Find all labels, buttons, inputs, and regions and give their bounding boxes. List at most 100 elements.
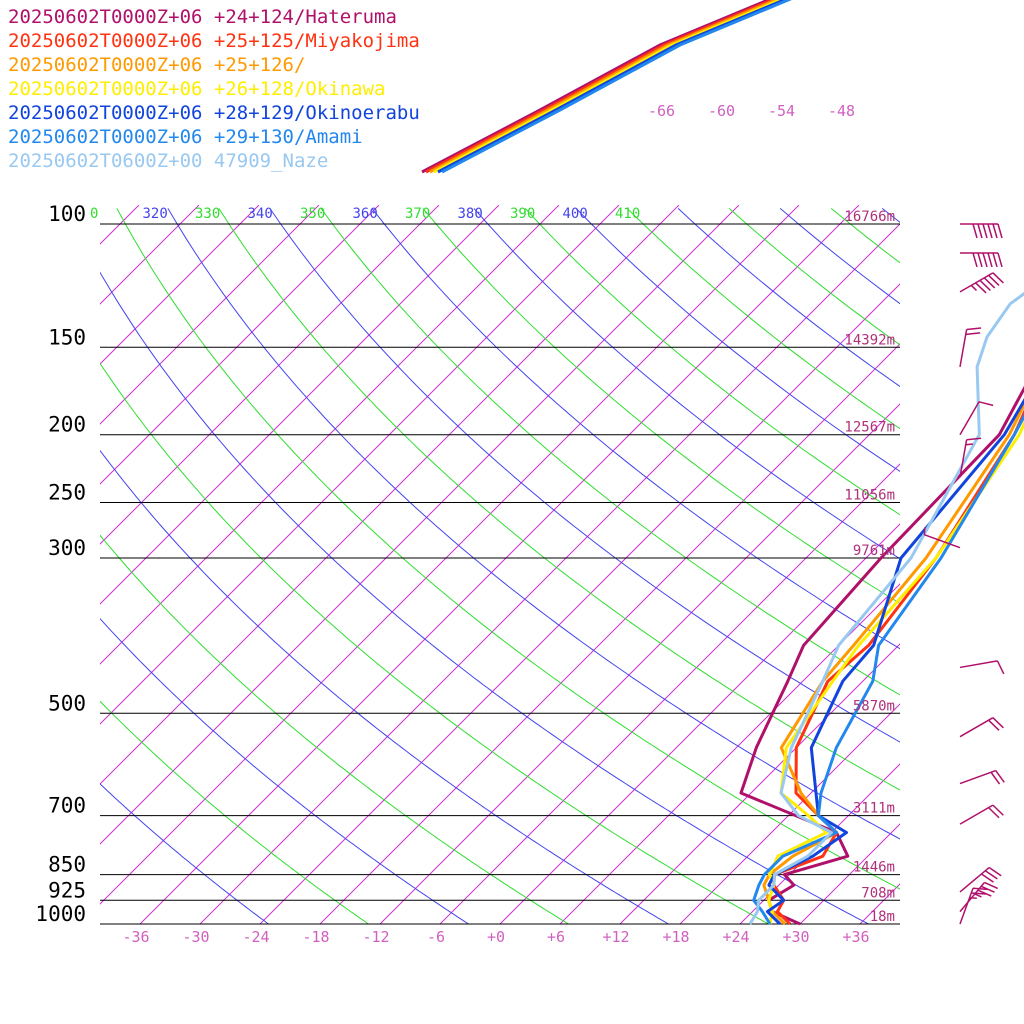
temperature-tick: +18 (662, 928, 689, 946)
isotherm-line (100, 205, 620, 725)
legend: 20250602T0000Z+06 +24+124/Hateruma 202506… (8, 6, 420, 172)
wind-barb (959, 272, 1004, 294)
theta-label: 0 (90, 206, 98, 222)
wind-barb-flag (978, 401, 994, 407)
height-label: 16766m (844, 209, 895, 225)
isotherm-line (100, 205, 260, 365)
series-upper-extension (421, 0, 792, 174)
isotherm-line (139, 205, 860, 925)
wind-barb-flag (983, 277, 996, 289)
isentrope-line (626, 208, 900, 430)
wind-barb-flag (987, 223, 993, 239)
top-tick-label: -54 (768, 102, 795, 120)
wind-barb-staff (924, 533, 961, 549)
wind-barb-flag (988, 866, 1002, 877)
height-label: 3111m (853, 801, 895, 817)
isotherm-line (499, 523, 900, 925)
wind-barb-staff (959, 769, 996, 785)
isotherm-line (100, 205, 680, 785)
isotherm-line (100, 205, 380, 485)
wind-barb-flag (972, 252, 978, 268)
wind-barb-flag (988, 274, 1000, 287)
isotherm-line (739, 763, 900, 925)
series-line (772, 409, 1024, 926)
height-label: 12567m (844, 420, 895, 436)
pressure-label: 850 (48, 853, 86, 877)
wind-barb-flag (977, 889, 992, 897)
wind-barb-flag (966, 327, 982, 331)
legend-entry: 20250602T0000Z+06 +25+126/ (8, 54, 305, 76)
legend-entry: 20250602T0000Z+06 +24+124/Hateruma (8, 6, 397, 28)
wind-barb-staff (959, 717, 994, 738)
top-tick-label: -60 (708, 102, 735, 120)
isentrope-line (524, 208, 900, 516)
series-upper-line (425, 0, 776, 174)
wind-barb-staff (959, 272, 994, 293)
wind-barb-flag (984, 881, 999, 890)
temperature-tick: +36 (842, 928, 869, 946)
wind-barb (960, 252, 1003, 268)
legend-entry: 20250602T0600Z+00 47909_Naze (8, 150, 328, 172)
temperature-tick: -30 (182, 928, 209, 946)
series-upper-line (433, 0, 784, 174)
wind-barb (959, 660, 1005, 675)
isotherm-line (980, 205, 1024, 924)
wind-barb-staff (959, 881, 986, 913)
isotherm-line (100, 205, 800, 905)
wind-barb-flag (977, 223, 983, 239)
temperature-tick: -18 (302, 928, 329, 946)
pressure-label: 500 (48, 691, 86, 715)
series-upper-line (429, 0, 780, 174)
height-label: 5870m (853, 698, 895, 714)
isentrope-line (167, 208, 900, 840)
wind-barb-half-flag (974, 893, 982, 898)
temperature-tick: +30 (782, 928, 809, 946)
wind-barb-flag (995, 770, 1005, 783)
wind-barb-flag (984, 870, 998, 880)
isotherm-line (439, 463, 900, 925)
height-label: 14392m (844, 332, 895, 348)
legend-entry: 20250602T0000Z+06 +26+128/Okinawa (8, 78, 386, 100)
isentrope-line (422, 208, 900, 604)
temperature-tick: -36 (122, 928, 149, 946)
pressure-label: 100 (48, 202, 86, 226)
isotherm-line (100, 205, 500, 605)
series-upper-line (421, 0, 772, 174)
wind-barb-flag (965, 332, 981, 336)
wind-barb (959, 866, 1002, 893)
isotherm-line (100, 205, 560, 665)
temperature-tick: -12 (362, 928, 389, 946)
top-tick-label: -66 (648, 102, 675, 120)
wind-barb-flag (982, 223, 988, 239)
wind-barb-staff (959, 401, 980, 436)
wind-barb (959, 881, 999, 913)
wind-barb (959, 717, 1004, 738)
wind-barb-flag (992, 804, 1004, 816)
wind-barb-flag (992, 272, 1004, 284)
isotherm-line (679, 703, 900, 925)
wind-barb-staff (959, 439, 968, 478)
height-label: 11056m (844, 488, 895, 504)
isotherm-line (199, 223, 900, 925)
wind-barb (959, 437, 982, 478)
temperature-tick: +6 (547, 928, 565, 946)
series-line (739, 385, 1024, 926)
wind-barb (960, 223, 1003, 239)
wind-barb-half-flag (970, 284, 978, 291)
pressure-label: 150 (48, 325, 86, 349)
wind-barb-half-flag (923, 527, 926, 535)
isotherm-line (559, 583, 900, 925)
theta-label: 350 (300, 206, 325, 222)
top-tick-label: -48 (828, 102, 855, 120)
isotherm-line (799, 823, 900, 925)
theta-label: 380 (458, 206, 483, 222)
wind-barb-staff (959, 804, 994, 825)
wind-barb-flag (997, 252, 1003, 268)
isotherm-line (100, 205, 200, 305)
isotherm-line (100, 205, 320, 425)
temperature-tick: +0 (487, 928, 505, 946)
wind-barb-flag (982, 252, 988, 268)
wind-barb-flag (992, 717, 1004, 729)
temperature-tick: -6 (427, 928, 445, 946)
